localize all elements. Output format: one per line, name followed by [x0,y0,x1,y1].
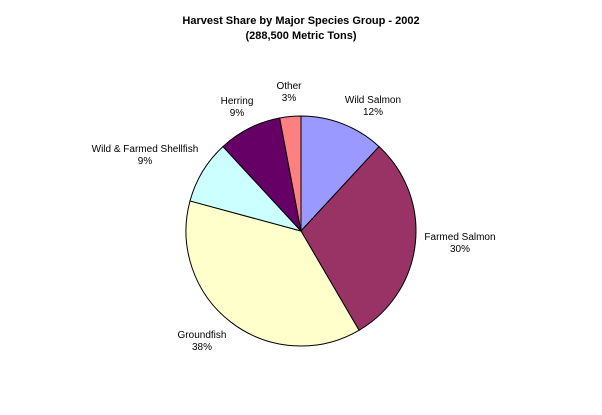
chart-subtitle: (288,500 Metric Tons) [245,30,356,42]
slice-label-groundfish: Groundfish 38% [178,330,227,353]
slice-label-other: Other 3% [276,81,302,104]
slice-label-wild-salmon: Wild Salmon 12% [345,95,401,118]
chart-title: Harvest Share by Major Species Group - 2… [182,15,419,27]
slice-label-percent: 30% [450,244,470,255]
slice-label-name: Farmed Salmon [424,232,495,243]
slice-label-wild-and-farmed-shellfish: Wild & Farmed Shellfish 9% [92,144,199,167]
pie-slice-farmed-salmon [300,145,417,331]
slice-label-percent: 38% [192,342,212,353]
slice-label-herring: Herring 9% [221,96,254,119]
pie-slice-other [279,115,302,232]
pie-slice-wild-salmon [300,115,380,233]
slice-label-name: Herring [221,96,254,107]
slice-label-farmed-salmon: Farmed Salmon 30% [424,232,495,255]
slice-label-name: Wild Salmon [345,95,401,106]
slice-label-name: Groundfish [178,330,227,341]
slice-label-name: Other [276,81,302,92]
pie-slices [185,115,417,347]
slice-labels: Wild Salmon 12% Farmed Salmon 30% Groundfish… [92,81,496,353]
slice-label-percent: 9% [138,156,153,167]
slice-label-percent: 12% [363,107,383,118]
slice-label-percent: 9% [230,108,245,119]
pie-slice-groundfish [185,200,360,347]
slice-label-name: Wild & Farmed Shellfish [92,144,199,155]
slice-label-percent: 3% [282,93,297,104]
